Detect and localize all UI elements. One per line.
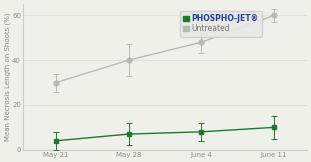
Y-axis label: Mean Necrosis Length on Shoots (%): Mean Necrosis Length on Shoots (%): [4, 13, 11, 141]
Legend: PHOSPHO-JET®, Untreated: PHOSPHO-JET®, Untreated: [180, 11, 262, 37]
